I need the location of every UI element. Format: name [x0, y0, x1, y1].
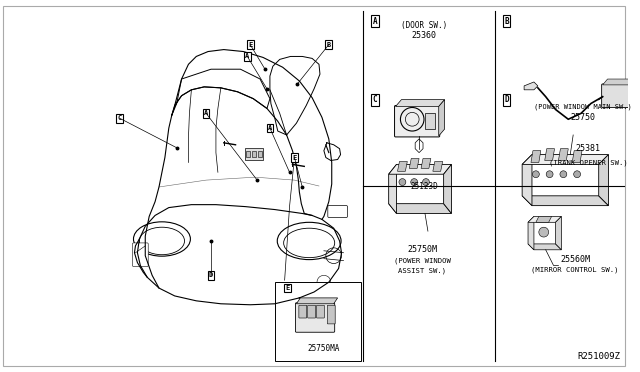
Text: D: D [504, 95, 509, 104]
Polygon shape [528, 217, 561, 222]
Bar [246, 151, 250, 157]
Polygon shape [522, 196, 609, 206]
Polygon shape [536, 217, 552, 222]
Text: B: B [326, 42, 331, 48]
Text: (POWER WINDOW: (POWER WINDOW [394, 257, 451, 264]
Polygon shape [444, 164, 451, 214]
Text: (POWER WINDOW MAIN SW.): (POWER WINDOW MAIN SW.) [534, 103, 632, 110]
FancyBboxPatch shape [317, 305, 324, 318]
Bar [258, 151, 262, 157]
Text: E: E [285, 285, 290, 291]
FancyBboxPatch shape [394, 106, 440, 137]
Polygon shape [388, 164, 397, 214]
Polygon shape [433, 161, 443, 171]
Text: A: A [204, 110, 208, 116]
Polygon shape [388, 203, 451, 214]
Text: E: E [248, 42, 252, 48]
Polygon shape [524, 82, 538, 90]
Bar [275, 282, 361, 361]
Polygon shape [559, 149, 568, 160]
FancyBboxPatch shape [296, 303, 335, 332]
Polygon shape [522, 155, 609, 164]
Polygon shape [531, 151, 541, 163]
Circle shape [399, 179, 406, 186]
Text: 25750MA: 25750MA [308, 344, 340, 353]
Text: D: D [209, 272, 213, 278]
Text: 25560M: 25560M [560, 255, 590, 264]
Circle shape [422, 179, 429, 186]
Bar [252, 151, 256, 157]
Text: (MIRROR CONTROL SW.): (MIRROR CONTROL SW.) [531, 266, 619, 273]
Circle shape [560, 171, 567, 178]
Text: 25750: 25750 [570, 113, 595, 122]
Polygon shape [439, 100, 445, 136]
Polygon shape [296, 298, 338, 304]
Bar [425, 113, 435, 129]
Polygon shape [397, 161, 407, 171]
Text: A: A [372, 17, 377, 26]
Text: (DOOR SW.): (DOOR SW.) [401, 20, 447, 29]
Polygon shape [528, 244, 561, 250]
Circle shape [573, 171, 580, 178]
Text: 25123D: 25123D [410, 183, 438, 192]
Polygon shape [409, 158, 419, 169]
Polygon shape [522, 155, 532, 206]
Polygon shape [388, 164, 451, 174]
FancyBboxPatch shape [308, 305, 316, 318]
Polygon shape [598, 155, 609, 206]
Text: R251009Z: R251009Z [577, 352, 620, 361]
FancyBboxPatch shape [132, 243, 148, 266]
FancyBboxPatch shape [299, 305, 307, 318]
Circle shape [532, 171, 540, 178]
Text: A: A [268, 125, 272, 131]
Text: 25360: 25360 [412, 31, 436, 40]
Text: C: C [372, 95, 377, 104]
Text: (TRANK OPENER SW.): (TRANK OPENER SW.) [548, 159, 627, 166]
Polygon shape [421, 158, 431, 169]
Text: C: C [118, 115, 122, 121]
Circle shape [411, 179, 418, 186]
Text: 25381: 25381 [575, 144, 600, 153]
Polygon shape [545, 149, 554, 160]
Text: E: E [292, 154, 296, 161]
FancyBboxPatch shape [602, 84, 633, 108]
Text: 25750M: 25750M [407, 245, 437, 254]
Circle shape [546, 171, 553, 178]
Text: A: A [245, 54, 250, 60]
Text: B: B [504, 17, 509, 26]
FancyBboxPatch shape [328, 206, 348, 217]
Circle shape [539, 227, 548, 237]
Polygon shape [396, 100, 445, 106]
Bar [245, 148, 263, 160]
Polygon shape [572, 151, 582, 163]
Polygon shape [528, 217, 534, 250]
Polygon shape [556, 217, 561, 250]
FancyBboxPatch shape [327, 305, 335, 324]
Polygon shape [603, 79, 637, 85]
Text: ASSIST SW.): ASSIST SW.) [398, 267, 446, 274]
